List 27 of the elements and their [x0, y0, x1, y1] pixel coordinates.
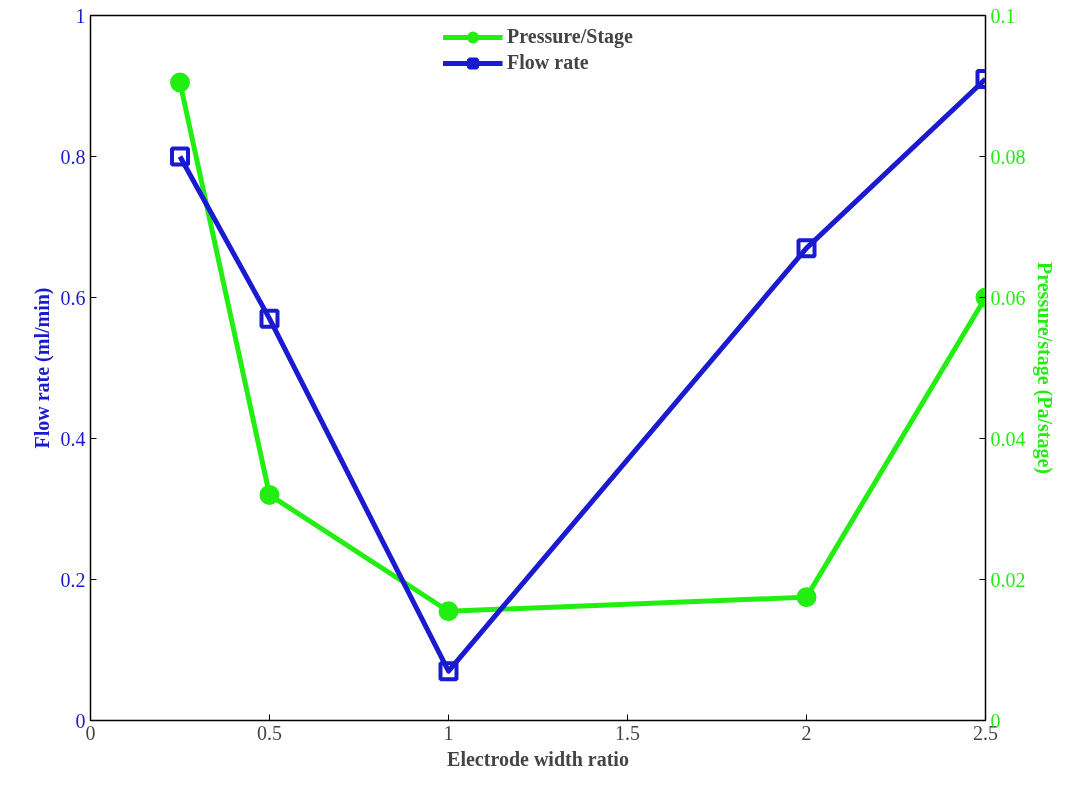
point	[170, 146, 190, 167]
y2-tick-label: 0.04	[990, 427, 1026, 450]
point	[259, 308, 280, 329]
y-tick-label: 0.4	[60, 427, 86, 450]
point	[438, 661, 459, 682]
point	[170, 72, 190, 93]
y2-tick-label: 0.06	[990, 286, 1026, 309]
x-axis-title: Electrode width ratio	[447, 747, 629, 770]
point	[796, 238, 817, 259]
point	[796, 587, 817, 608]
point	[259, 484, 280, 505]
x-tick-label: 1.5	[615, 721, 640, 744]
legend-label: Flow rate	[507, 51, 589, 74]
y-tick-label: 1	[75, 4, 86, 27]
legend-label: Pressure/Stage	[507, 25, 633, 48]
point	[438, 601, 459, 622]
y2-axis-title: Pressure/stage (Pa/stage)	[1032, 262, 1056, 474]
y-tick-label: 0.8	[60, 145, 86, 168]
y-axis-title: Flow rate (ml/min)	[30, 287, 54, 449]
y2-tick-label: 0.08	[990, 145, 1026, 168]
x-tick-label: 1	[443, 721, 454, 744]
x-tick-label: 0.5	[257, 721, 282, 744]
y2-tick-label: 0.1	[990, 4, 1016, 27]
y-tick-label: 0.6	[60, 286, 86, 309]
x-tick-label: 2	[801, 721, 812, 744]
y-tick-label: 0.2	[60, 568, 86, 591]
y2-tick-label: 0.02	[990, 568, 1026, 591]
